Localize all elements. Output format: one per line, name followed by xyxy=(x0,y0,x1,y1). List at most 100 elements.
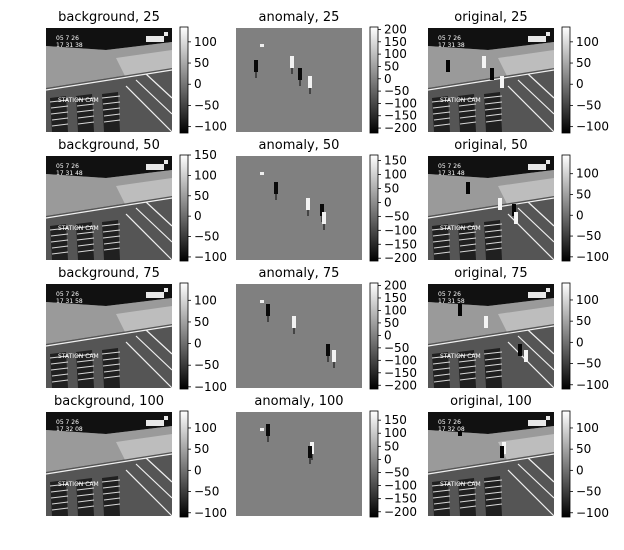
panel-title: background, 25 xyxy=(58,10,160,25)
colorbar-tick-label: 0 xyxy=(194,463,202,477)
colorbar-tick-label: 150 xyxy=(384,35,407,49)
osd-caption: STATION CAM xyxy=(58,97,99,104)
colorbar-tick-label: −50 xyxy=(384,209,409,223)
anomaly-image xyxy=(236,156,362,260)
colorbar-tick-label: −200 xyxy=(384,121,417,135)
colorbar-tick-label: 100 xyxy=(576,293,599,307)
colorbar: 100 50 0 −50 −100 xyxy=(561,26,609,134)
person-figure xyxy=(500,446,504,458)
panel-title: anomaly, 75 xyxy=(259,266,340,281)
colorbar-tick-label: −100 xyxy=(576,250,609,264)
anomaly-blob xyxy=(306,198,310,210)
osd-date: 05 7 26 xyxy=(56,35,79,42)
colorbar-tick-label: 0 xyxy=(576,463,584,477)
colorbar-tick-label: 100 xyxy=(194,35,217,49)
colorbar-gradient xyxy=(179,282,189,390)
colorbar-tick-label: 50 xyxy=(194,56,209,70)
colorbar-tick-label: −100 xyxy=(194,380,227,394)
colorbar-tick-label: 50 xyxy=(384,181,399,195)
colorbar-tick-label: 150 xyxy=(384,413,407,427)
colorbar-tick-label: 100 xyxy=(194,168,217,182)
anomaly-image xyxy=(236,412,362,516)
anomaly-image xyxy=(236,284,362,388)
colorbar: 100 50 0 −50 −100 xyxy=(561,154,609,264)
anomaly-blob xyxy=(322,212,326,224)
person-figure xyxy=(466,182,470,194)
osd-date: 05 7 26 xyxy=(438,419,461,426)
anomaly-blob xyxy=(299,80,301,86)
colorbar-tick-label: 100 xyxy=(384,47,407,61)
colorbar-tick-label: −200 xyxy=(384,505,417,519)
anomaly-blob xyxy=(254,60,258,72)
colorbar-tick-label: 100 xyxy=(384,303,407,317)
colorbar-gradient xyxy=(179,410,189,518)
colorbar-gradient xyxy=(369,410,379,518)
osd-caption: STATION CAM xyxy=(58,225,99,232)
osd-time: 17 32 08 xyxy=(56,426,83,433)
anomaly-blob xyxy=(275,194,277,200)
colorbar-tick-label: 50 xyxy=(384,316,399,330)
anomaly-blob xyxy=(260,300,264,303)
anomaly-blob xyxy=(308,76,312,88)
panel-title: anomaly, 50 xyxy=(259,138,340,153)
colorbar-tick-label: 0 xyxy=(576,335,584,349)
osd-time: 17 31 38 xyxy=(438,42,465,49)
colorbar-tick-label: 100 xyxy=(576,167,599,181)
colorbar-tick-label: 0 xyxy=(194,337,202,351)
person-figure xyxy=(458,304,462,316)
osd-date: 05 7 26 xyxy=(56,291,79,298)
panel-title: original, 75 xyxy=(454,266,527,281)
colorbar-tick-label: −50 xyxy=(194,485,219,499)
osd-caption: STATION CAM xyxy=(58,353,99,360)
colorbar: 100 50 0 −50 −100 xyxy=(561,282,609,392)
anomaly-blob xyxy=(260,172,264,175)
colorbar-tick-label: −100 xyxy=(576,378,609,392)
colorbar-tick-label: 50 xyxy=(194,442,209,456)
colorbar-tick-label: 0 xyxy=(384,195,392,209)
colorbar-tick-label: 0 xyxy=(384,452,392,466)
colorbar-tick-label: 100 xyxy=(576,421,599,435)
colorbar-tick-label: 200 xyxy=(384,22,407,36)
panel-title: anomaly, 25 xyxy=(259,10,340,25)
anomaly-blob xyxy=(326,344,330,356)
colorbar-tick-label: 150 xyxy=(194,148,217,162)
osd-time: 17 31 58 xyxy=(438,298,465,305)
colorbar-gradient xyxy=(369,26,379,134)
osd-caption: STATION CAM xyxy=(58,481,99,488)
colorbar-tick-label: −50 xyxy=(576,229,601,243)
colorbar-tick-label: 50 xyxy=(576,187,591,201)
anomaly-blob xyxy=(290,56,294,68)
person-figure xyxy=(484,316,488,328)
colorbar-gradient xyxy=(561,410,571,518)
panel-title: original, 25 xyxy=(454,10,527,25)
anomaly-blob xyxy=(333,362,335,368)
colorbar-tick-label: 50 xyxy=(384,439,399,453)
anomaly-blob xyxy=(274,182,278,194)
colorbar-tick-label: 50 xyxy=(576,442,591,456)
colorbar-gradient xyxy=(369,282,379,390)
colorbar-tick-label: −100 xyxy=(384,223,417,237)
colorbar-tick-label: −50 xyxy=(194,230,219,244)
osd-time: 17 32 08 xyxy=(438,426,465,433)
colorbar-tick-label: −150 xyxy=(384,492,417,506)
panel-title: background, 100 xyxy=(54,394,164,409)
colorbar-tick-label: 0 xyxy=(384,72,392,86)
person-figure xyxy=(500,76,504,88)
anomaly-blob xyxy=(298,68,302,80)
anomaly-blob xyxy=(309,88,311,94)
colorbar-tick-label: −50 xyxy=(194,98,219,112)
colorbar-tick-label: 0 xyxy=(576,208,584,222)
anomaly-blob xyxy=(291,68,293,74)
